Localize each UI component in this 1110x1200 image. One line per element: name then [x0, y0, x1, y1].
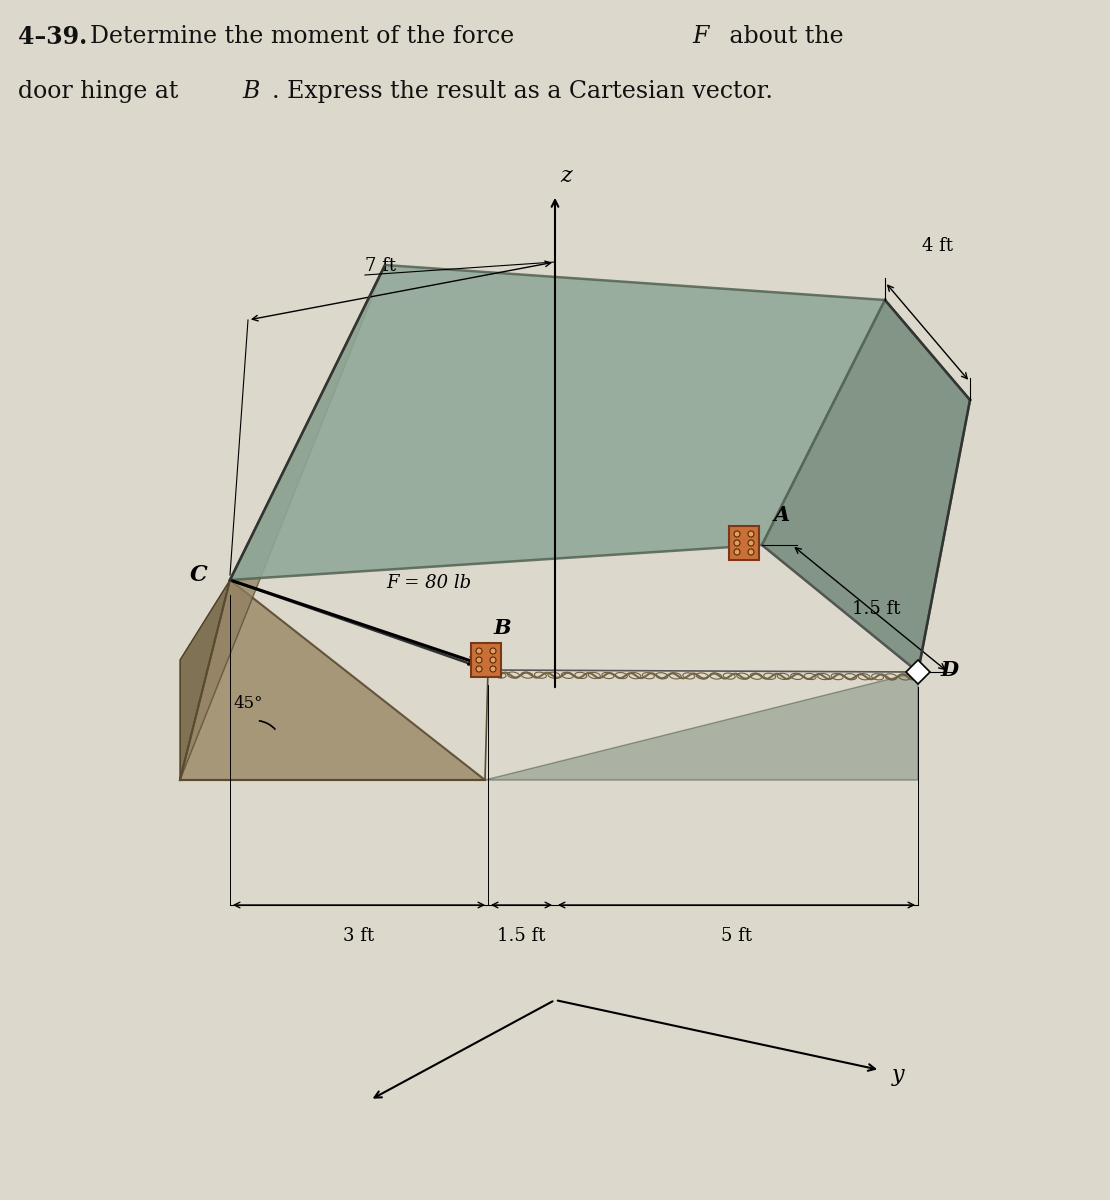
- Text: B: B: [493, 618, 511, 638]
- FancyBboxPatch shape: [729, 526, 759, 560]
- Circle shape: [490, 658, 496, 662]
- Circle shape: [748, 540, 754, 546]
- Text: . Express the result as a Cartesian vector.: . Express the result as a Cartesian vect…: [272, 80, 773, 103]
- Text: 7 ft: 7 ft: [364, 257, 395, 275]
- Text: C: C: [190, 564, 208, 586]
- Text: y: y: [892, 1064, 905, 1086]
- Text: B: B: [242, 80, 260, 103]
- Circle shape: [476, 666, 482, 672]
- Text: 45°: 45°: [233, 695, 263, 712]
- Circle shape: [490, 666, 496, 672]
- Text: 1.5 ft: 1.5 ft: [497, 926, 546, 946]
- Circle shape: [476, 658, 482, 662]
- Polygon shape: [180, 580, 230, 780]
- Circle shape: [734, 530, 740, 538]
- Polygon shape: [761, 300, 970, 672]
- Text: about the: about the: [722, 25, 844, 48]
- Polygon shape: [180, 265, 385, 780]
- Circle shape: [748, 530, 754, 538]
- Text: D: D: [940, 660, 958, 680]
- Text: 4 ft: 4 ft: [922, 238, 953, 256]
- Text: door hinge at: door hinge at: [18, 80, 185, 103]
- Polygon shape: [180, 580, 485, 780]
- Text: Determine the moment of the force: Determine the moment of the force: [75, 25, 522, 48]
- Text: z: z: [561, 164, 572, 187]
- Circle shape: [490, 648, 496, 654]
- Polygon shape: [230, 265, 885, 580]
- Text: 4–39.: 4–39.: [18, 25, 88, 49]
- Text: F = 80 lb: F = 80 lb: [386, 574, 472, 592]
- Text: A: A: [774, 505, 790, 526]
- FancyBboxPatch shape: [471, 643, 501, 677]
- Circle shape: [734, 540, 740, 546]
- Text: 1.5 ft: 1.5 ft: [852, 600, 900, 618]
- Circle shape: [734, 550, 740, 554]
- Text: 5 ft: 5 ft: [722, 926, 751, 946]
- Polygon shape: [906, 660, 930, 684]
- Circle shape: [748, 550, 754, 554]
- Circle shape: [476, 648, 482, 654]
- Text: F: F: [692, 25, 708, 48]
- Polygon shape: [485, 672, 918, 780]
- Text: 3 ft: 3 ft: [343, 926, 374, 946]
